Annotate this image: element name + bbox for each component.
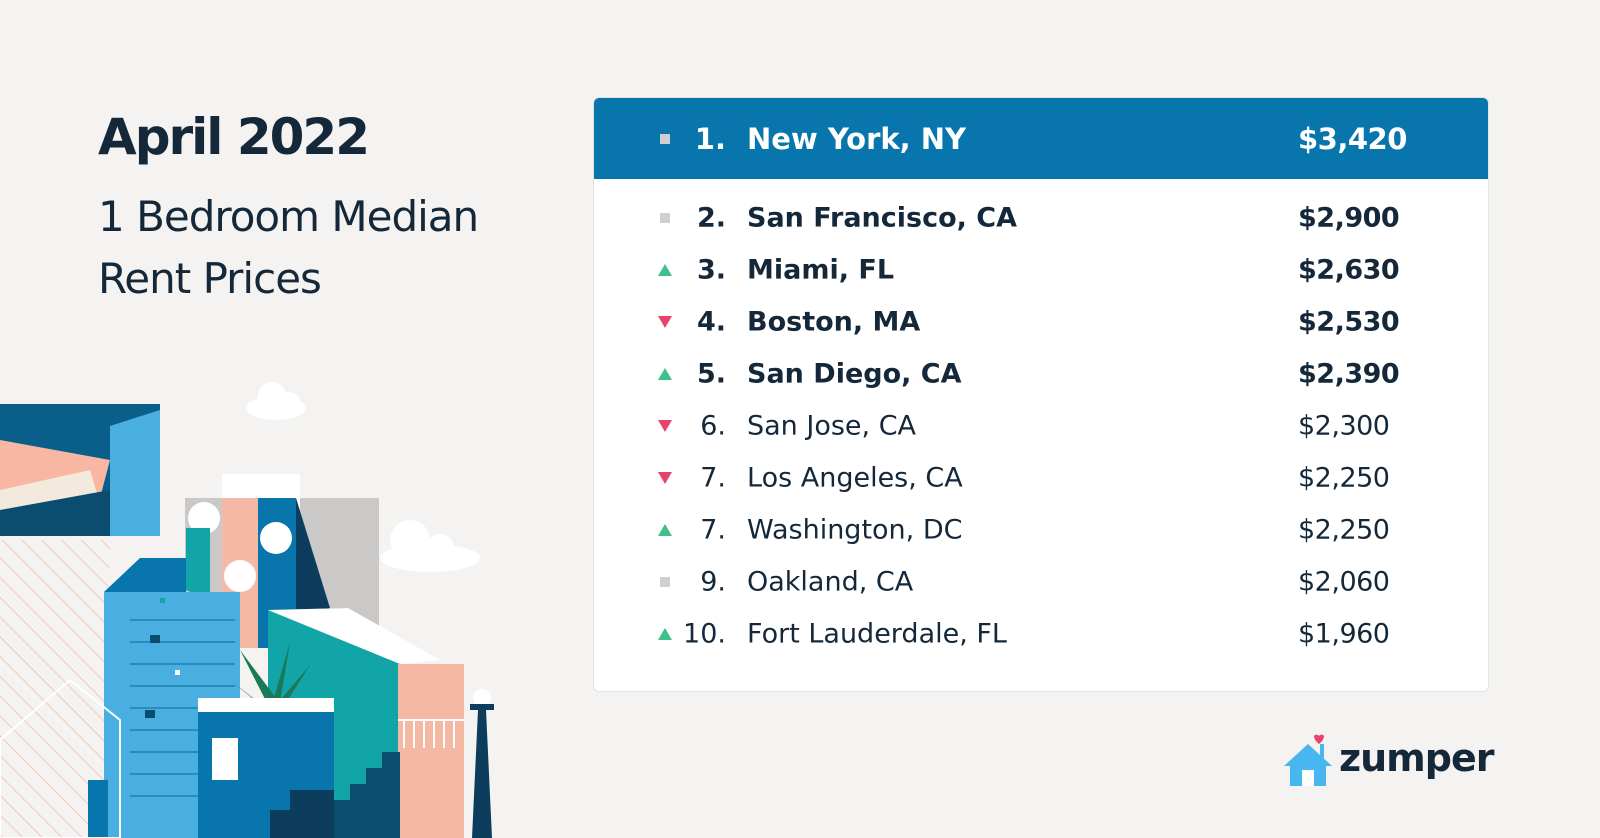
trend-up-icon <box>658 264 672 276</box>
page-subtitle: 1 Bedroom Median Rent Prices <box>98 192 479 303</box>
city-name: Boston, MA <box>747 306 921 338</box>
median-rent-price: $2,390 <box>1298 358 1400 390</box>
trend-down-icon <box>658 316 672 328</box>
table-row: 4. Boston, MA $2,530 <box>594 296 1488 348</box>
trend-up-icon <box>658 628 672 640</box>
city-name: Los Angeles, CA <box>747 462 963 494</box>
city-illustration <box>0 382 494 838</box>
rankings-table: 1. New York, NY $3,420 2. San Francisco, CA $… <box>593 97 1489 692</box>
trend-same-icon <box>660 213 670 223</box>
city-name: San Diego, CA <box>747 358 962 390</box>
city-name: Oakland, CA <box>747 566 914 598</box>
median-rent-price: $3,420 <box>1298 121 1407 156</box>
rank-number: 10. <box>683 618 726 650</box>
table-row: 9. Oakland, CA $2,060 <box>594 556 1488 608</box>
trend-up-icon <box>658 524 672 536</box>
city-name: San Francisco, CA <box>747 202 1018 234</box>
trend-up-icon <box>658 368 672 380</box>
table-row: 7. Washington, DC $2,250 <box>594 504 1488 556</box>
median-rent-price: $2,060 <box>1298 566 1390 598</box>
house-heart-icon <box>1284 734 1332 786</box>
table-row: 10. Fort Lauderdale, FL $1,960 <box>594 608 1488 660</box>
table-row: 2. San Francisco, CA $2,900 <box>594 192 1488 244</box>
median-rent-price: $2,300 <box>1298 410 1390 442</box>
city-name: Miami, FL <box>747 254 895 286</box>
zumper-logo: zumper <box>1282 730 1494 790</box>
trend-down-icon <box>658 472 672 484</box>
table-row: 3. Miami, FL $2,630 <box>594 244 1488 296</box>
median-rent-price: $1,960 <box>1298 618 1390 650</box>
trend-same-icon <box>660 133 670 144</box>
trend-same-icon <box>660 577 670 587</box>
table-row: 7. Los Angeles, CA $2,250 <box>594 452 1488 504</box>
rank-number: 7. <box>700 514 726 546</box>
median-rent-price: $2,250 <box>1298 462 1390 494</box>
table-row-top: 1. New York, NY $3,420 <box>594 98 1488 179</box>
rank-number: 2. <box>696 202 726 234</box>
median-rent-price: $2,250 <box>1298 514 1390 546</box>
city-name: San Jose, CA <box>747 410 917 442</box>
median-rent-price: $2,630 <box>1298 254 1400 286</box>
city-name: New York, NY <box>747 121 967 156</box>
brand-name: zumper <box>1339 736 1494 780</box>
rank-number: 3. <box>696 254 726 286</box>
rank-number: 4. <box>696 306 726 338</box>
table-row: 6. San Jose, CA $2,300 <box>594 400 1488 452</box>
median-rent-price: $2,900 <box>1298 202 1400 234</box>
rank-number: 1. <box>694 121 726 156</box>
rank-number: 6. <box>700 410 726 442</box>
rank-number: 9. <box>700 566 726 598</box>
median-rent-price: $2,530 <box>1298 306 1400 338</box>
page-title: April 2022 <box>98 108 370 166</box>
cloud-icon <box>246 382 306 420</box>
rank-number: 7. <box>700 462 726 494</box>
trend-down-icon <box>658 420 672 432</box>
rank-number: 5. <box>696 358 726 390</box>
table-row: 5. San Diego, CA $2,390 <box>594 348 1488 400</box>
city-name: Washington, DC <box>747 514 963 546</box>
city-name: Fort Lauderdale, FL <box>747 618 1007 650</box>
